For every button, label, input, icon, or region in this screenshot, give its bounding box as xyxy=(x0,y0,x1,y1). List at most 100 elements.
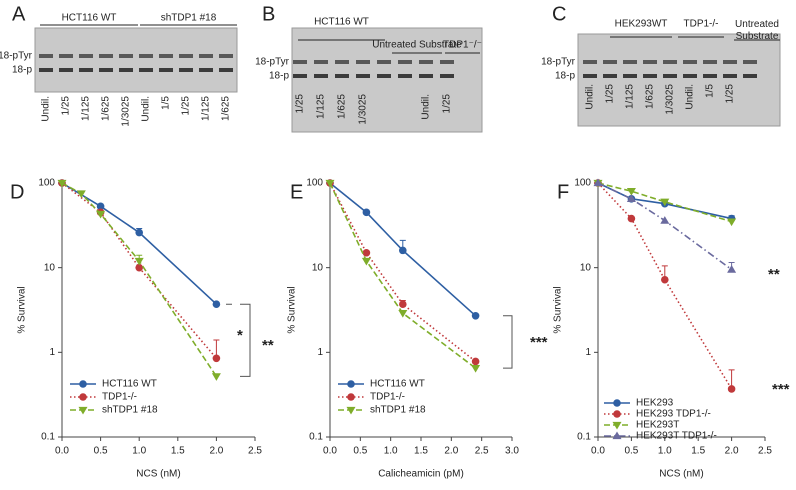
legend-label: TDP1-/- xyxy=(102,392,137,403)
x-tick-label: 2.0 xyxy=(725,446,739,457)
x-tick-label: 0.0 xyxy=(323,446,337,457)
x-tick-label: 2.0 xyxy=(209,446,223,457)
data-point xyxy=(325,179,335,188)
lane-label: Undil. xyxy=(685,84,696,110)
data-point xyxy=(626,194,636,202)
data-point xyxy=(362,248,371,257)
group-label: HEK293WT xyxy=(615,19,668,30)
gel-band xyxy=(335,74,349,78)
lane-label: 1/5 xyxy=(705,84,716,98)
series-line xyxy=(597,182,733,271)
data-point xyxy=(96,202,105,211)
x-tick-label: 2.5 xyxy=(475,446,489,457)
gel-band xyxy=(683,60,697,64)
annotation: ** xyxy=(262,337,274,354)
gel-band xyxy=(159,54,173,58)
panel-letter: D xyxy=(10,181,24,203)
gel-band xyxy=(440,60,454,64)
y-tick-label: 100 xyxy=(306,178,323,189)
y-tick-label: 1 xyxy=(317,347,323,358)
gel-band xyxy=(99,68,113,72)
annotation: ** xyxy=(768,266,780,283)
y-tick-label: 100 xyxy=(38,178,55,189)
legend-label: HEK293 TDP1-/- xyxy=(636,409,711,420)
legend-marker xyxy=(612,421,622,430)
gel-band xyxy=(623,74,637,78)
panel-letter: F xyxy=(557,181,569,203)
data-point xyxy=(727,218,737,227)
y-tick-label: 0.1 xyxy=(41,432,55,443)
lane-label: 1/25 xyxy=(442,94,453,114)
y-axis-label: % Survival xyxy=(553,286,564,333)
x-tick-label: 0.5 xyxy=(353,446,367,457)
legend-label: TDP1-/- xyxy=(370,392,405,403)
data-point xyxy=(471,365,481,373)
gel-band xyxy=(440,74,454,78)
lane-label: Undil. xyxy=(141,96,152,122)
y-tick-label: 10 xyxy=(580,262,592,273)
x-tick-label: 1.0 xyxy=(132,446,146,457)
lane-label: 1/625 xyxy=(645,84,656,109)
x-tick-label: 1.0 xyxy=(384,446,398,457)
gel-band xyxy=(119,54,133,58)
panel-letter: C xyxy=(552,3,566,25)
series-line xyxy=(329,182,477,317)
y-tick-label: 1 xyxy=(585,347,591,358)
data-point xyxy=(212,300,221,309)
panel-letter: A xyxy=(12,3,26,25)
group-label: TDP1-/- xyxy=(684,19,719,30)
legend-marker xyxy=(347,393,355,401)
lane-label: 1/3025 xyxy=(121,96,132,127)
data-point xyxy=(471,312,480,320)
x-tick-label: 2.5 xyxy=(758,446,772,457)
lane-label: 1/125 xyxy=(625,84,636,109)
gel-band xyxy=(59,68,73,72)
legend-marker xyxy=(79,393,87,401)
gel-band xyxy=(314,74,328,78)
gel-band xyxy=(419,60,433,64)
lane-label: 1/25 xyxy=(725,84,736,104)
data-point xyxy=(361,257,371,266)
gel-band xyxy=(623,60,637,64)
lane-label: Undil. xyxy=(421,94,432,120)
gel-band xyxy=(419,74,433,78)
series-line xyxy=(329,182,477,363)
lane-label: 1/3025 xyxy=(358,94,369,125)
data-point xyxy=(727,265,737,273)
data-point xyxy=(399,300,407,309)
lane-label: 1/25 xyxy=(605,84,616,104)
gel-band xyxy=(219,68,233,72)
legend-marker xyxy=(346,406,356,415)
data-point xyxy=(399,246,407,255)
data-point xyxy=(76,190,86,199)
data-point xyxy=(660,216,670,224)
legend-marker xyxy=(79,380,87,388)
marker-label: 18-pTyr xyxy=(255,57,290,68)
lane-label: Undil. xyxy=(41,96,52,122)
data-point xyxy=(398,310,408,318)
marker-label: 18-p xyxy=(269,71,289,82)
gel-image xyxy=(34,27,238,93)
lane-label: 1/625 xyxy=(337,94,348,119)
lane-label: 1/625 xyxy=(221,96,232,121)
significance-bracket xyxy=(503,315,513,369)
y-axis-label: % Survival xyxy=(287,286,298,333)
x-tick-label: 1.0 xyxy=(658,446,672,457)
data-point xyxy=(134,257,144,266)
marker-label: 18-pTyr xyxy=(541,57,576,68)
data-point xyxy=(727,385,736,393)
lane-label: 1/125 xyxy=(81,96,92,121)
gel-image xyxy=(577,33,781,127)
gel-band xyxy=(703,60,717,64)
x-tick-label: 0.0 xyxy=(55,446,69,457)
legend-label: HCT116 WT xyxy=(102,379,157,390)
gel-band xyxy=(603,60,617,64)
x-tick-label: 0.5 xyxy=(624,446,638,457)
y-tick-label: 1 xyxy=(49,347,55,358)
series-line xyxy=(597,182,733,390)
x-tick-label: 1.5 xyxy=(414,446,428,457)
group-label: shTDP1 #18 xyxy=(161,13,217,24)
lane-label: 1/125 xyxy=(316,94,327,119)
gel-band xyxy=(356,60,370,64)
annotation: *** xyxy=(772,381,790,398)
